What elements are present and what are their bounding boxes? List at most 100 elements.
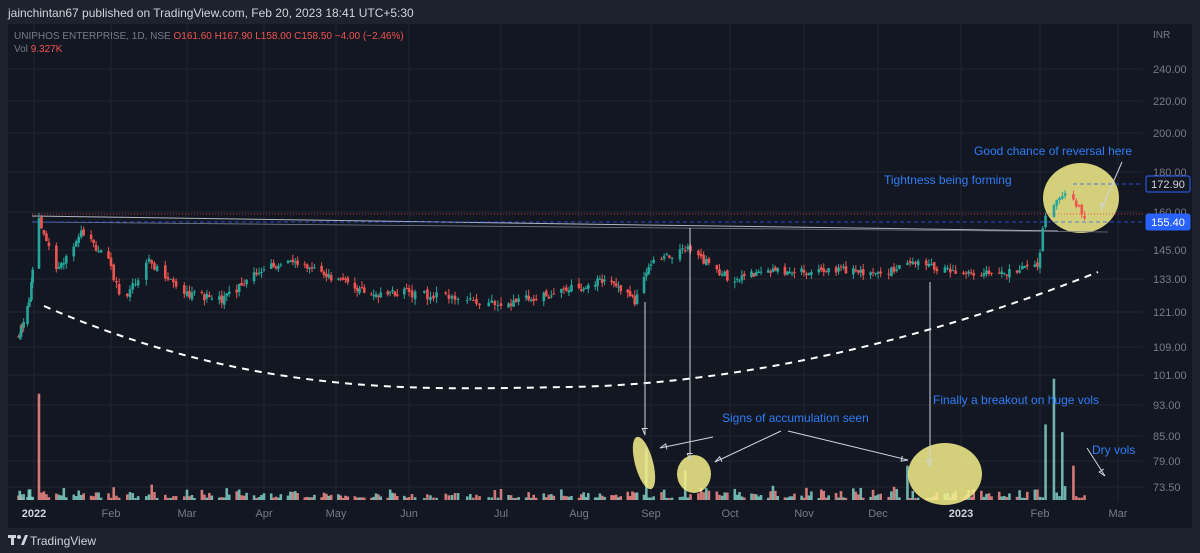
candle-body <box>131 283 135 290</box>
candle-body <box>1060 196 1064 199</box>
volume-bar <box>906 465 909 500</box>
candle-body <box>372 295 375 297</box>
price-tick-label: 145.00 <box>1153 245 1187 257</box>
candle-body <box>362 287 366 293</box>
candle-body <box>134 284 137 286</box>
candle-body <box>475 298 478 304</box>
candle-body <box>220 295 224 303</box>
candle-body <box>562 288 566 290</box>
volume-bar <box>499 489 503 500</box>
candle-body <box>738 280 741 282</box>
highlight-ellipse <box>908 443 982 505</box>
volume-bar <box>242 495 246 500</box>
candle-body <box>887 273 891 275</box>
candle-body <box>892 266 896 272</box>
candle-body <box>743 273 746 276</box>
volume-bar <box>155 497 159 500</box>
candle-body <box>596 278 599 286</box>
volume-bar <box>1018 490 1021 500</box>
volume-bar <box>125 494 129 500</box>
volume-bar <box>577 497 581 500</box>
volume-bar <box>423 497 426 500</box>
volume-bar <box>738 492 741 500</box>
candle-body <box>856 270 860 273</box>
candle-body <box>898 265 901 269</box>
volume-bar <box>916 497 920 500</box>
volume-bar <box>163 494 167 500</box>
candle-body <box>633 296 637 305</box>
candle-body <box>879 271 882 274</box>
candle-body <box>353 282 357 289</box>
candle-body <box>344 278 347 280</box>
volume-bar <box>252 495 256 500</box>
candle-body <box>444 292 448 294</box>
candle-body <box>496 304 500 306</box>
volume-bar <box>565 496 568 500</box>
candle-body <box>890 267 893 277</box>
volume-bar <box>337 494 340 500</box>
arrow-shaft <box>1086 447 1106 477</box>
candle-body <box>699 253 703 257</box>
candle-body <box>89 234 93 240</box>
volume-bar <box>475 494 478 500</box>
volume-bar <box>596 497 599 500</box>
price-tick-label: 220.00 <box>1153 96 1187 108</box>
volume-bar <box>269 493 273 500</box>
price-axis[interactable]: INR240.00220.00200.00180.00160.00145.001… <box>1153 30 1187 494</box>
candle-body <box>360 287 364 289</box>
time-axis[interactable]: 2022 Feb Mar Apr May Jun Jul Aug Sep Oct Nov Dec 202… <box>22 508 1128 520</box>
volume-bar <box>393 493 397 500</box>
candle-body <box>388 291 392 293</box>
candle-body <box>329 275 333 281</box>
volume-bar <box>490 497 494 500</box>
volume-bar <box>200 489 204 500</box>
time-tick-label: May <box>326 508 347 520</box>
candle-body <box>645 272 648 277</box>
candle-body <box>665 254 669 256</box>
candle-body <box>1072 194 1075 200</box>
candle-body <box>766 270 770 273</box>
volume-bar <box>432 497 435 500</box>
volume-bar <box>1020 497 1024 500</box>
volume-bar <box>360 497 364 500</box>
candle-body <box>208 295 211 298</box>
high-value: H167.90 <box>214 31 253 42</box>
volume-bar <box>874 495 877 500</box>
volume-bar <box>686 497 690 500</box>
volume-bar <box>852 488 855 500</box>
candle-body <box>681 248 684 250</box>
candle-body <box>45 233 48 241</box>
volume-bar <box>260 495 263 500</box>
price-tick-label: 101.00 <box>1153 370 1187 382</box>
arrow-head <box>641 428 648 436</box>
candle-body <box>810 272 813 275</box>
volume-bar <box>388 489 392 500</box>
price-chart[interactable]: Good chance of reversal here Tightness be… <box>8 24 1192 528</box>
candle-body <box>916 260 920 266</box>
brand-name[interactable]: TradingView <box>30 534 97 548</box>
candle-body <box>217 296 221 300</box>
volume-bar <box>517 497 520 500</box>
candle-body <box>74 241 78 247</box>
volume-bar <box>774 490 777 500</box>
price-tick-label: 240.00 <box>1153 64 1187 76</box>
volume-bar <box>619 496 623 500</box>
volume-bar <box>1038 496 1042 500</box>
publisher-bar: jainchintan67 published on TradingView.c… <box>0 0 1200 24</box>
candle-body <box>874 273 877 275</box>
candle-body <box>524 295 528 299</box>
arrow-head <box>1100 202 1107 211</box>
candle-body <box>386 291 390 295</box>
candle-body <box>322 271 326 276</box>
volume-bar <box>117 497 121 500</box>
volume-bar <box>97 492 100 500</box>
candle-body <box>577 283 581 289</box>
volume-bar <box>547 494 551 500</box>
candle-body <box>493 300 497 306</box>
volume-bar <box>600 495 604 500</box>
candle-body <box>570 284 573 292</box>
candle-body <box>62 262 66 265</box>
tradingview-logo-icon[interactable] <box>8 533 28 547</box>
candle-body <box>222 296 226 305</box>
candle-body <box>237 284 241 292</box>
